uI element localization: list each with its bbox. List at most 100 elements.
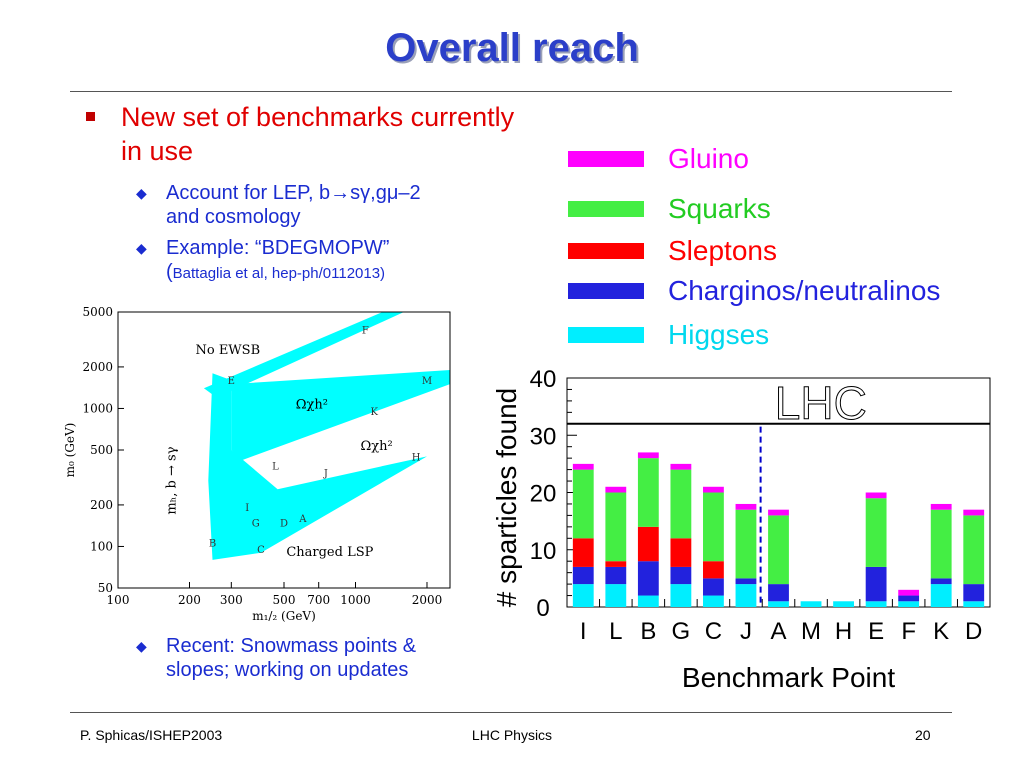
legend: Gluino Squarks Sleptons Charginos/neutralin… [565, 135, 1015, 355]
bullet-main: New set of benchmarks currently in use [86, 100, 526, 168]
bullet-sub-2-line1: Example: “BDEGMOPW” [166, 237, 390, 259]
bar-segment-A-charginos-neutralinos [768, 584, 789, 602]
region-label: Charged LSP [286, 545, 373, 560]
benchmark-point-A: A [298, 514, 307, 525]
bullet-main-text: New set of benchmarks currently in use [121, 102, 515, 166]
benchmark-point-C: C [257, 545, 265, 556]
bar-segment-D-higgses [963, 601, 985, 607]
ref-paren: ( [166, 261, 173, 283]
bar-segment-K-gluino [930, 503, 952, 510]
diamond-bullet-icon: ◆ [136, 185, 147, 201]
legend-item-squarks: Squarks [565, 193, 1015, 225]
middle-relic-strip [231, 369, 450, 461]
bar-segment-A-higgses [768, 601, 789, 607]
x-axis-label: Benchmark Point [682, 662, 895, 693]
y-tick-label: 40 [530, 366, 557, 393]
slide-title: Overall reach [385, 26, 639, 70]
bar-segment-J-higgses [735, 584, 757, 607]
bar-segment-C-sleptons [703, 561, 724, 579]
legend-item-sleptons: Sleptons [565, 235, 1015, 267]
benchmark-point-I: I [245, 503, 249, 514]
bar-segment-C-squarks [703, 492, 724, 562]
x-tick-label-J: J [740, 618, 752, 645]
bar-segment-I-higgses [572, 584, 594, 607]
bar-segment-I-gluino [572, 463, 594, 470]
bar-segment-A-gluino [768, 509, 789, 516]
bar-segment-K-charginos-neutralinos [930, 578, 952, 585]
y-tick-label: 20 [530, 481, 557, 508]
x-tick-label: 100 [107, 593, 130, 607]
bar-segment-L-charginos-neutralinos [605, 566, 627, 585]
footer-author: P. Sphicas/ISHEP2003 [80, 727, 223, 743]
bar-segment-E-gluino [865, 492, 887, 499]
bar-segment-D-charginos-neutralinos [963, 584, 985, 602]
x-tick-label-A: A [770, 618, 786, 645]
benchmark-point-H: H [412, 452, 421, 463]
y-tick-label: 1000 [82, 401, 113, 415]
y-tick-label: 200 [90, 498, 113, 512]
bullet-sub-3-line1: Recent: Snowmass points & [166, 635, 417, 657]
bullet-sub-2: ◆ Example: “BDEGMOPW” (Battaglia et al, … [136, 236, 516, 286]
x-tick-label-M: M [801, 618, 821, 645]
diamond-bullet-icon: ◆ [136, 240, 147, 256]
y-tick-label: 30 [530, 423, 557, 450]
relic-density-label: Ωχh² [361, 439, 393, 454]
x-tick-label: 1000 [340, 593, 371, 607]
relic-density-label: Ωχh² [296, 397, 328, 412]
bar-segment-L-squarks [605, 492, 627, 562]
x-tick-label-E: E [868, 618, 884, 645]
bar-segment-L-gluino [605, 486, 627, 493]
bar-segment-I-sleptons [572, 538, 594, 567]
footer-page-number: 20 [915, 727, 931, 743]
legend-swatch [568, 201, 644, 217]
bullet-sub-3-line2: slopes; working on updates [166, 659, 409, 681]
benchmark-point-K: K [371, 407, 379, 418]
bullet-sub-1-line1: Account for LEP, b→sγ,gμ–2 [166, 182, 421, 204]
x-tick-label-K: K [933, 618, 949, 645]
bar-segment-B-higgses [637, 595, 659, 607]
region-label: No EWSB [195, 343, 260, 358]
region-label: mₕ, b → sγ [165, 446, 180, 514]
bar-segment-B-squarks [637, 458, 659, 527]
x-axis-label: m₁/₂ (GeV) [252, 609, 316, 622]
bullet-sub-2-line2: (Battaglia et al, hep-ph/0112013) [166, 260, 516, 286]
y-tick-label: 50 [98, 581, 113, 595]
legend-swatch [568, 243, 644, 259]
legend-swatch [568, 151, 644, 167]
bar-segment-B-sleptons [637, 526, 659, 562]
x-tick-label: 700 [307, 593, 330, 607]
sparticles-bar-chart: 0 10 20 30 40 I L B G C J A M H E F K D LHC # sparticles fo… [491, 366, 991, 693]
x-tick-label: 200 [178, 593, 201, 607]
legend-label: Squarks [668, 193, 771, 224]
x-tick-label-B: B [640, 618, 656, 645]
x-tick-label-C: C [705, 618, 722, 645]
bar-segment-F-gluino [898, 589, 920, 596]
bar-segment-F-charginos-neutralinos [898, 595, 920, 602]
x-tick-label: 2000 [412, 593, 443, 607]
title-divider [70, 91, 952, 92]
benchmark-point-L: L [272, 462, 279, 473]
y-axis-label: # sparticles found [491, 388, 522, 607]
bar-segment-G-higgses [670, 584, 692, 607]
bar-segment-J-charginos-neutralinos [735, 578, 757, 585]
bar-segment-L-higgses [605, 584, 627, 607]
legend-label: Gluino [668, 143, 749, 174]
bar-segment-D-squarks [963, 515, 985, 585]
benchmark-point-F: F [362, 325, 369, 336]
square-bullet-icon [86, 112, 95, 121]
x-tick-label-F: F [901, 618, 916, 645]
bar-segment-K-higgses [930, 584, 952, 607]
bar-segment-C-gluino [703, 486, 724, 493]
bar-segment-C-higgses [703, 595, 724, 607]
parameter-plane-plot: 100 200 300 500 700 1000 200050100200500100020… [63, 305, 451, 622]
x-tick-label-I: I [580, 618, 587, 645]
bar-segment-I-charginos-neutralinos [572, 566, 594, 585]
benchmark-point-E: E [228, 376, 235, 387]
bar-segment-E-charginos-neutralinos [865, 566, 887, 602]
benchmark-point-G: G [252, 518, 260, 529]
y-tick-label: 2000 [82, 360, 113, 374]
legend-swatch [568, 283, 644, 299]
y-tick-label: 500 [90, 443, 113, 457]
legend-label: Higgses [668, 319, 770, 350]
bar-segment-F-higgses [898, 601, 920, 607]
